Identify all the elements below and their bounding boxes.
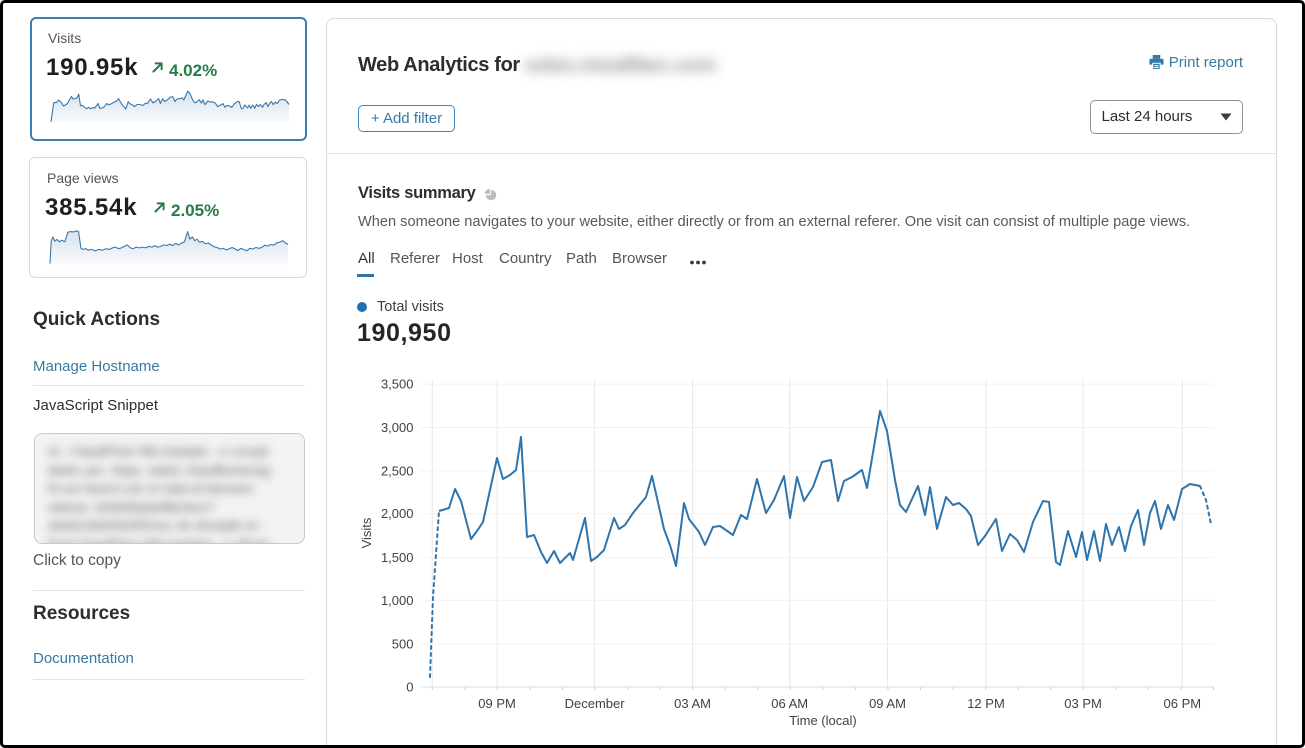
svg-text:Time (local): Time (local): [789, 713, 856, 728]
svg-text:0: 0: [406, 680, 413, 695]
svg-text:500: 500: [392, 637, 414, 652]
svg-text:December: December: [565, 696, 626, 711]
svg-text:1,500: 1,500: [381, 550, 414, 565]
svg-text:06 AM: 06 AM: [771, 696, 808, 711]
svg-text:Visits: Visits: [359, 517, 374, 548]
svg-text:09 PM: 09 PM: [478, 696, 516, 711]
svg-text:12 PM: 12 PM: [967, 696, 1005, 711]
svg-text:03 AM: 03 AM: [674, 696, 711, 711]
svg-text:03 PM: 03 PM: [1064, 696, 1102, 711]
svg-text:06 PM: 06 PM: [1164, 696, 1202, 711]
svg-text:09 AM: 09 AM: [869, 696, 906, 711]
svg-text:1,000: 1,000: [381, 593, 414, 608]
svg-text:3,000: 3,000: [381, 420, 414, 435]
svg-text:2,500: 2,500: [381, 463, 414, 478]
svg-text:2,000: 2,000: [381, 506, 414, 521]
svg-text:3,500: 3,500: [381, 377, 414, 392]
